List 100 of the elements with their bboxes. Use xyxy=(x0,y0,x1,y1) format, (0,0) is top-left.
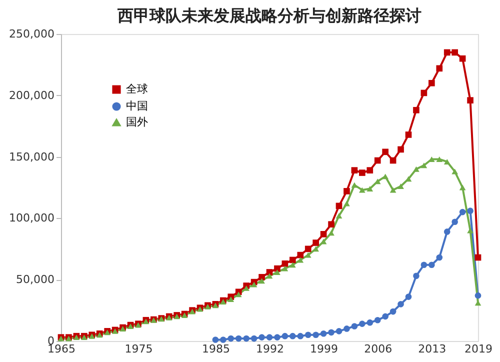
point xyxy=(413,166,420,172)
point xyxy=(290,262,296,268)
point xyxy=(374,157,381,164)
point xyxy=(351,323,358,330)
point xyxy=(413,272,420,280)
point xyxy=(266,334,273,340)
point xyxy=(398,184,404,190)
point xyxy=(359,187,366,193)
point xyxy=(420,262,428,268)
y-tick-label: 150,000 xyxy=(9,150,54,164)
point xyxy=(250,282,258,288)
point xyxy=(228,335,234,342)
x-tick-label: 1992 xyxy=(256,342,284,356)
point xyxy=(444,49,450,56)
point xyxy=(220,336,226,343)
point xyxy=(374,316,381,324)
point xyxy=(228,296,234,302)
y-tick-label: 100,000 xyxy=(9,212,54,225)
point xyxy=(320,330,327,337)
point xyxy=(290,256,296,264)
point xyxy=(258,334,265,340)
point xyxy=(274,265,280,272)
point xyxy=(243,335,250,342)
point xyxy=(282,332,288,340)
point xyxy=(366,167,374,174)
point xyxy=(366,186,374,192)
point xyxy=(290,332,296,340)
point xyxy=(382,313,388,320)
point xyxy=(235,292,242,298)
y-tick-label: 250,000 xyxy=(9,28,54,40)
point xyxy=(444,158,450,164)
point xyxy=(328,221,334,228)
point xyxy=(344,200,350,206)
legend-label: 国外 xyxy=(126,116,148,128)
point xyxy=(467,97,474,104)
point xyxy=(474,254,482,261)
point xyxy=(274,334,280,340)
point xyxy=(474,300,482,306)
point xyxy=(444,228,450,235)
legend-label: 全球 xyxy=(126,82,148,96)
x-tick-label: 1985 xyxy=(202,342,230,356)
point xyxy=(266,269,273,276)
chart-title: 西甲球队未来发展战略分析与创新路径探讨 xyxy=(116,6,422,25)
point xyxy=(405,294,412,300)
point xyxy=(304,246,312,252)
x-tick-label: 2013 xyxy=(418,342,446,356)
point xyxy=(452,49,458,56)
point xyxy=(366,319,374,326)
point xyxy=(359,320,366,327)
y-tick-label: 50,000 xyxy=(16,273,54,286)
point xyxy=(304,252,312,258)
point xyxy=(405,132,412,138)
point xyxy=(420,162,428,168)
point xyxy=(428,80,435,86)
point xyxy=(390,187,396,193)
point xyxy=(459,184,466,190)
point xyxy=(344,326,350,332)
point xyxy=(304,332,312,338)
point xyxy=(390,157,396,164)
point xyxy=(258,278,265,284)
point xyxy=(328,230,334,236)
point xyxy=(274,269,280,275)
point xyxy=(336,202,342,210)
x-tick-label: 1999 xyxy=(310,342,338,356)
point xyxy=(459,55,466,62)
point xyxy=(297,332,304,340)
point xyxy=(336,328,342,334)
x-tick-label: 2006 xyxy=(364,342,392,356)
point xyxy=(398,301,404,308)
point xyxy=(328,329,334,336)
point xyxy=(436,65,443,72)
point xyxy=(312,240,319,246)
point xyxy=(452,168,458,174)
point xyxy=(382,148,388,156)
point xyxy=(398,146,404,153)
x-tick-label: 1975 xyxy=(124,342,153,356)
point xyxy=(282,260,288,267)
point xyxy=(258,274,265,280)
point xyxy=(359,170,366,176)
point xyxy=(467,208,474,214)
point xyxy=(212,336,219,343)
point xyxy=(344,188,350,194)
point xyxy=(336,213,342,218)
point xyxy=(351,167,358,174)
point xyxy=(297,252,304,258)
y-tick-label: 200,000 xyxy=(9,88,54,102)
x-tick-label: 2019 xyxy=(464,342,492,356)
point xyxy=(297,257,304,263)
point xyxy=(474,292,482,299)
point xyxy=(320,231,327,238)
point xyxy=(413,106,420,114)
point xyxy=(351,182,358,188)
point xyxy=(467,228,474,234)
point xyxy=(235,335,242,342)
point xyxy=(459,208,466,216)
point xyxy=(312,332,319,338)
point xyxy=(420,90,428,96)
point xyxy=(452,218,458,226)
point xyxy=(282,266,288,272)
point xyxy=(405,176,412,182)
